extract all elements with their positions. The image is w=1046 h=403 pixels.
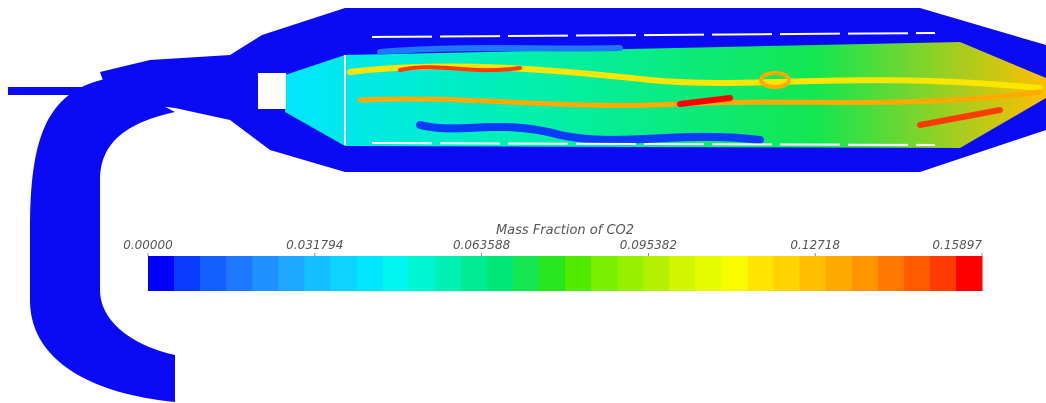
color-segment xyxy=(226,256,253,291)
color-segment xyxy=(461,256,488,291)
color-segment xyxy=(278,256,305,291)
color-segment xyxy=(747,256,774,291)
color-segment xyxy=(904,256,931,291)
color-segment xyxy=(304,256,331,291)
color-segment xyxy=(669,256,696,291)
tick-label: 0.00000 xyxy=(123,238,173,252)
tick-label: 0.031794 xyxy=(286,238,343,252)
color-segment xyxy=(878,256,905,291)
color-segment xyxy=(826,256,853,291)
tick-label: 0.15897 xyxy=(932,238,982,252)
color-segment xyxy=(617,256,644,291)
contour-view: Mass Fraction of CO2 0.00000 0.031794 0.06… xyxy=(0,0,1046,403)
flame-region xyxy=(285,42,1046,148)
color-segment xyxy=(174,256,201,291)
colorbar: 0.00000 0.031794 0.063588 0.095382 0.12718 0.… xyxy=(123,238,982,291)
color-segment xyxy=(591,256,618,291)
tick-label: 0.095382 xyxy=(620,238,677,252)
color-segment xyxy=(513,256,540,291)
color-segment xyxy=(383,256,410,291)
tick-label: 0.12718 xyxy=(790,238,840,252)
color-segment xyxy=(539,256,566,291)
color-segment xyxy=(357,256,384,291)
tick-label: 0.063588 xyxy=(453,238,511,252)
color-segment xyxy=(643,256,670,291)
color-segment xyxy=(800,256,827,291)
color-segment xyxy=(852,256,879,291)
color-segment xyxy=(252,256,279,291)
color-segment xyxy=(200,256,227,291)
color-segment xyxy=(565,256,592,291)
color-segment xyxy=(695,256,722,291)
color-segment xyxy=(148,256,175,291)
viewer: Mass Fraction of CO2 0.00000 0.031794 0.06… xyxy=(0,0,1046,403)
nozzle xyxy=(258,73,286,109)
color-segment xyxy=(487,256,514,291)
color-segment xyxy=(930,256,957,291)
color-segment xyxy=(409,256,436,291)
color-segment xyxy=(435,256,462,291)
colorbar-title: Mass Fraction of CO2 xyxy=(496,223,634,238)
color-segment xyxy=(956,256,983,291)
color-segment xyxy=(721,256,748,291)
color-segment xyxy=(774,256,801,291)
color-segment xyxy=(330,256,357,291)
